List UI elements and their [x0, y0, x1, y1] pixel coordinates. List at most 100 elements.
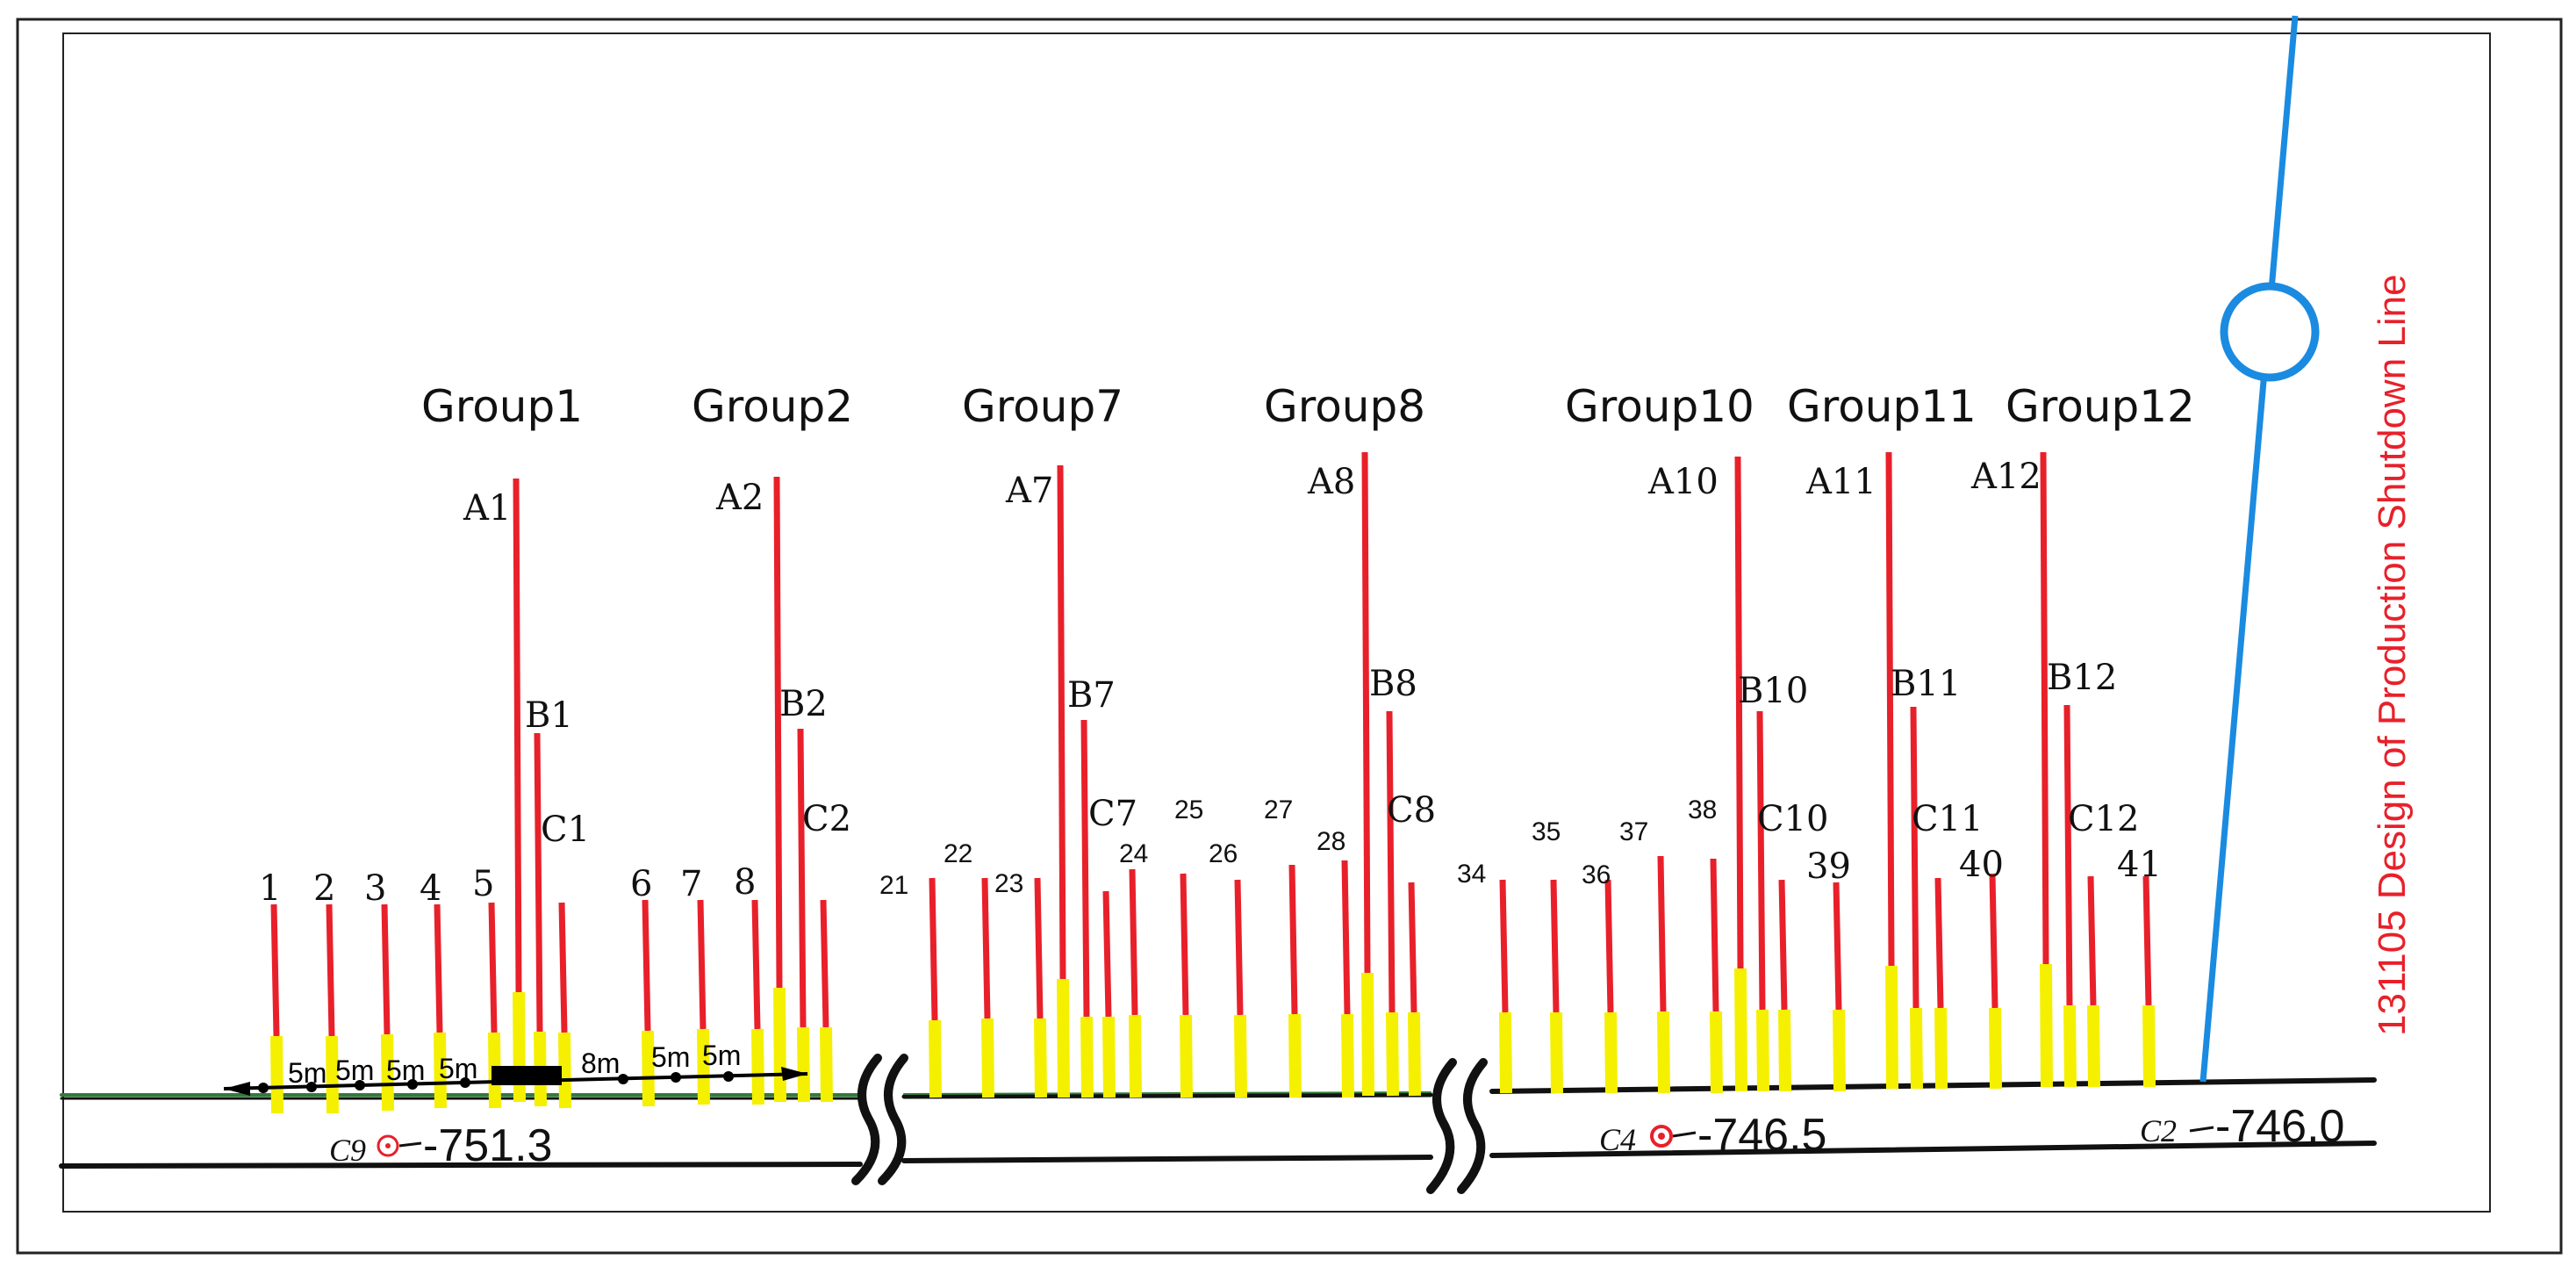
station-name: C4 [1599, 1122, 1636, 1157]
drill-hole-red-segment [1910, 706, 1919, 1009]
station-marker-icon [1650, 1125, 1673, 1148]
hole-number: 37 [1619, 817, 1648, 846]
drill-hole-red-segment [751, 899, 761, 1030]
break-symbol-left [851, 1054, 908, 1185]
drill-hole-red-segment [1129, 868, 1138, 1016]
drill-hole-yellow-segment [1386, 1011, 1399, 1097]
drill-holes [270, 451, 2156, 1114]
hole-number: 38 [1688, 795, 1717, 824]
hole-number: 28 [1317, 827, 1345, 856]
drill-hole-red-segment [2142, 875, 2152, 1006]
drill-hole-red-segment [929, 877, 938, 1021]
drill-hole-red-segment [1734, 456, 1744, 969]
hole-label-c: C2 [802, 799, 851, 839]
drill-hole-red-segment [488, 902, 498, 1033]
hole-number: 6 [630, 864, 652, 904]
hole-number: 1 [259, 868, 281, 909]
hole-number: 8 [734, 862, 756, 903]
hole-number: 26 [1209, 839, 1238, 868]
station-name: C9 [329, 1133, 366, 1168]
drill-hole-yellow-segment [1550, 1011, 1563, 1094]
hole-label-a: A11 [1805, 462, 1876, 502]
shutdown-circle-marker [2220, 282, 2320, 382]
drill-hole-yellow-segment [642, 1030, 655, 1107]
hole-number: 34 [1457, 860, 1486, 889]
hole-label-b: B12 [2047, 658, 2117, 698]
drill-hole-red-segment [434, 903, 443, 1033]
drill-hole-yellow-segment [1180, 1014, 1193, 1098]
group-title: Group8 [1264, 381, 1425, 432]
station-elevation: -751.3 [423, 1120, 552, 1171]
group-title: Group2 [692, 381, 853, 432]
spacing-label: 5m [335, 1054, 374, 1086]
drill-hole-red-segment [1934, 877, 1944, 1009]
drill-hole-yellow-segment [751, 1028, 764, 1105]
drill-hole-yellow-segment [1341, 1013, 1354, 1098]
station-marker-icon [377, 1134, 399, 1157]
drill-hole-red-segment [1710, 858, 1719, 1012]
drill-hole-red-segment [697, 899, 707, 1030]
station-c9: C9 -751.3 [329, 1120, 552, 1171]
drill-hole-red-segment [1080, 719, 1090, 1018]
station-c2: C2 -746.0 [2140, 1101, 2344, 1152]
hole-label-c: C7 [1088, 794, 1137, 834]
drill-hole-yellow-segment [1910, 1007, 1923, 1090]
hole-number: 39 [1806, 846, 1851, 887]
drill-hole-red-segment [2040, 451, 2049, 965]
hole-label-c: C10 [1757, 799, 1829, 839]
hole-number: 27 [1264, 795, 1293, 824]
hole-number: 36 [1582, 860, 1611, 889]
drill-hole-yellow-segment [2087, 1004, 2100, 1088]
drill-hole-yellow-segment [1885, 965, 1898, 1090]
drill-hole-yellow-segment [1129, 1014, 1142, 1098]
hole-label-c: C12 [2068, 799, 2140, 839]
drill-hole-red-segment [1288, 864, 1298, 1015]
drill-hole-red-segment [1778, 879, 1788, 1011]
drill-hole-red-segment [1234, 879, 1244, 1016]
hole-number: 2 [313, 868, 335, 909]
spacing-label: 5m [386, 1054, 425, 1086]
drill-hole-yellow-segment [697, 1028, 710, 1105]
drill-hole-yellow-segment [326, 1035, 339, 1114]
drill-hole-red-segment [1408, 882, 1417, 1013]
drill-hole-red-segment [1102, 890, 1112, 1018]
group-title: Group7 [962, 381, 1123, 432]
drill-hole-red-segment [981, 877, 991, 1019]
drill-hole-red-segment [1499, 879, 1509, 1013]
hole-number: 4 [420, 868, 441, 909]
hole-label-a: A7 [1005, 471, 1053, 511]
hole-number: 25 [1174, 795, 1203, 824]
drill-hole-red-segment [820, 899, 829, 1028]
drill-hole-red-segment [326, 903, 335, 1037]
drill-hole-red-segment [1756, 710, 1766, 1011]
drill-hole-red-segment [1341, 860, 1351, 1015]
drill-hole-yellow-segment [929, 1019, 942, 1098]
drill-hole-red-segment [1989, 873, 1998, 1009]
roadway-lines [59, 1077, 2377, 1169]
hole-label-b: B1 [525, 695, 573, 736]
drill-hole-red-segment [642, 899, 651, 1032]
drill-hole-red-segment [1057, 464, 1066, 980]
hole-number: 35 [1532, 817, 1561, 846]
hole-label-c: C8 [1387, 790, 1436, 831]
drill-hole-red-segment [1550, 879, 1560, 1013]
spacing-label: 5m [702, 1040, 741, 1071]
spacing-dimension [223, 1066, 808, 1096]
hole-number: 40 [1959, 845, 2004, 885]
hole-label-a: A8 [1307, 462, 1355, 502]
hole-number: 22 [944, 839, 972, 868]
drill-hole-yellow-segment [1057, 978, 1070, 1098]
drill-hole-red-segment [773, 476, 783, 989]
hole-label-a: A2 [715, 478, 764, 518]
drill-hole-red-segment [2063, 704, 2073, 1006]
group-title: Group10 [1565, 381, 1754, 432]
group-title: Group11 [1787, 381, 1977, 432]
hole-number: 23 [994, 869, 1023, 898]
spacing-label: 5m [439, 1053, 477, 1084]
drill-hole-yellow-segment [1034, 1018, 1047, 1098]
hole-label-a: A10 [1647, 462, 1719, 502]
drill-hole-yellow-segment [773, 987, 786, 1103]
hole-label-b: B11 [1891, 664, 1961, 704]
drill-hole-red-segment [558, 902, 568, 1033]
drill-hole-red-segment [1034, 877, 1044, 1019]
